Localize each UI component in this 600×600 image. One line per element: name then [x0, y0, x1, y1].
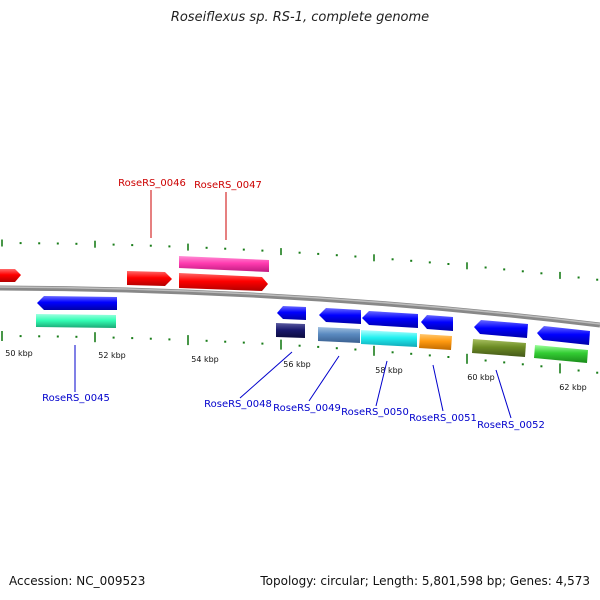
leader-line-rosers-0051	[432, 364, 444, 412]
tick-dot	[577, 369, 580, 372]
leader-line-rosers-0050	[375, 360, 388, 407]
tick-dot	[56, 335, 59, 338]
tick-dot	[521, 270, 524, 273]
genome-backbone	[0, 285, 600, 328]
tick-dot	[131, 337, 134, 340]
tick-label-52kbp: 52 kbp	[98, 351, 126, 360]
tick-label-62kbp: 62 kbp	[559, 383, 587, 392]
tick-dot	[131, 244, 134, 247]
tick-dot	[317, 252, 320, 255]
tick-dot	[38, 242, 41, 245]
tick-dot	[391, 258, 394, 261]
upper-tick-track	[1, 239, 599, 281]
gene-feature-rosers-0050[interactable]	[362, 311, 418, 328]
leader-line-rosers-0048	[239, 351, 293, 399]
accession-text: Accession: NC_009523	[9, 574, 146, 588]
gene-label-rosers-0045[interactable]: RoseRS_0045	[42, 393, 110, 404]
tick-dot	[75, 242, 78, 245]
map-title: Roseiflexus sp. RS-1, complete genome	[170, 10, 430, 25]
tick-dot	[428, 261, 431, 264]
gene-feature-rosers-0045[interactable]	[37, 296, 117, 310]
tick-dot	[261, 342, 264, 345]
tick-dot	[577, 276, 580, 279]
gene-label-rosers-0046[interactable]: RoseRS_0046	[118, 178, 186, 189]
topology-summary: Topology: circular; Length: 5,801,598 bp…	[260, 574, 590, 588]
gene-label-rosers-0049[interactable]: RoseRS_0049	[273, 403, 341, 414]
tick-label-58kbp: 58 kbp	[375, 366, 403, 375]
tick-dot	[38, 335, 41, 338]
gene-label-rosers-0052[interactable]: RoseRS_0052	[477, 420, 545, 431]
tick-dot	[56, 242, 59, 245]
gene-feature-rosers-0046[interactable]	[127, 271, 172, 286]
tick-dot	[410, 352, 413, 355]
tick-dot	[168, 245, 171, 248]
tick-dot	[335, 254, 338, 257]
tick-dot	[484, 359, 487, 362]
tick-dot	[168, 338, 171, 341]
tick-dot	[75, 335, 78, 338]
tick-dot	[596, 278, 599, 281]
cds-feature-rosers-0049-steel[interactable]	[318, 327, 360, 343]
lower-tick-track	[1, 331, 599, 374]
tick-dot	[317, 345, 320, 348]
gene-label-rosers-0051[interactable]: RoseRS_0051	[409, 413, 477, 424]
cds-feature-rosers-0050-cyan[interactable]	[361, 330, 417, 347]
tick-dot	[540, 272, 543, 275]
tick-dot	[410, 259, 413, 262]
gene-feature-rosers-0051[interactable]	[421, 315, 453, 331]
leader-line-rosers-0049	[308, 355, 340, 402]
tick-dot	[354, 348, 357, 351]
gene-feature-rosers-0048[interactable]	[277, 306, 306, 320]
gene-feature-right-edge[interactable]	[537, 326, 590, 345]
tick-dot	[391, 351, 394, 354]
tick-dot	[484, 266, 487, 269]
gene-feature-rosers-0049[interactable]	[319, 308, 361, 324]
cds-feature-rosers-0052-olive[interactable]	[472, 339, 526, 357]
tick-dot	[112, 336, 115, 339]
gene-feature-rosers-0052[interactable]	[474, 320, 528, 338]
tick-dot	[19, 242, 22, 245]
tick-dot	[521, 363, 524, 366]
gene-label-rosers-0047[interactable]: RoseRS_0047	[194, 180, 262, 191]
gene-feature-rosers-0047[interactable]	[179, 273, 268, 291]
leader-line-rosers-0052	[495, 369, 512, 419]
tick-dot	[205, 246, 208, 249]
tick-dot	[540, 365, 543, 368]
cds-feature-rosers-0051-orange[interactable]	[419, 334, 452, 350]
tick-dot	[224, 247, 227, 250]
cds-feature-rosers-0047-pink[interactable]	[179, 256, 269, 272]
gene-label-rosers-0048[interactable]: RoseRS_0048	[204, 399, 272, 410]
tick-dot	[149, 244, 152, 247]
gene-feature-left-edge[interactable]	[0, 269, 21, 282]
tick-label-54kbp: 54 kbp	[191, 355, 219, 364]
tick-dot	[242, 248, 245, 251]
gene-label-rosers-0050[interactable]: RoseRS_0050	[341, 407, 409, 418]
tick-dot	[298, 251, 301, 254]
tick-label-50kbp: 50 kbp	[5, 349, 33, 358]
tick-dot	[298, 344, 301, 347]
tick-dot	[428, 354, 431, 357]
tick-dot	[596, 371, 599, 374]
tick-dot	[335, 347, 338, 350]
cds-feature-rosers-0048-navy[interactable]	[276, 323, 305, 338]
tick-dot	[205, 339, 208, 342]
tick-label-56kbp: 56 kbp	[283, 360, 311, 369]
tick-dot	[19, 335, 22, 338]
tick-dot	[242, 341, 245, 344]
tick-dot	[112, 243, 115, 246]
cds-feature-right-edge-green[interactable]	[534, 345, 588, 363]
tick-dot	[447, 356, 450, 358]
tick-dot	[503, 268, 506, 271]
tick-dot	[149, 337, 152, 340]
tick-dot	[354, 255, 357, 258]
tick-dot	[224, 340, 227, 343]
tick-dot	[261, 249, 264, 252]
tick-label-60kbp: 60 kbp	[467, 373, 495, 382]
tick-dot	[503, 361, 506, 364]
cds-feature-rosers-0045-aqua[interactable]	[36, 314, 116, 328]
tick-dot	[447, 263, 450, 265]
